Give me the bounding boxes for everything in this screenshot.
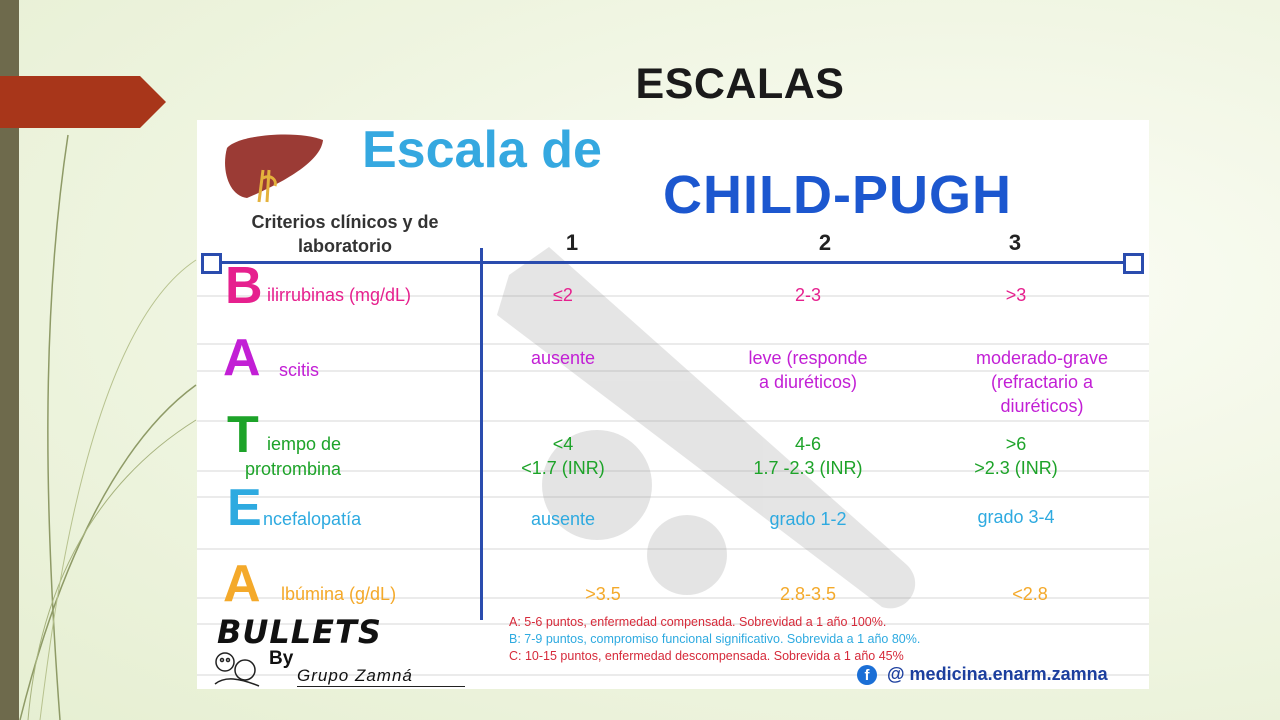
score-legend: A: 5-6 puntos, enfermedad compensada. So… — [509, 614, 1069, 665]
accent-arrow — [0, 76, 166, 128]
brand-bullets: BULLETS — [217, 613, 382, 651]
facebook-icon: f — [857, 665, 877, 685]
tiempo-3-line2: >2.3 (INR) — [974, 458, 1058, 478]
encefalopatia-2: grado 1-2 — [769, 509, 847, 529]
decorative-curves — [19, 134, 197, 720]
line-end-square-left — [201, 253, 222, 274]
row-letter-b: B — [225, 257, 263, 315]
row-label-encefalopatia: ncefalopatía — [263, 509, 362, 529]
legend-class-c: C: 10-15 puntos, enfermedad descompensad… — [509, 649, 904, 663]
slide-title: ESCALAS — [635, 60, 845, 108]
table-divider — [480, 248, 483, 620]
ascitis-1: ausente — [530, 348, 596, 368]
row-letter-t: T — [227, 406, 259, 464]
tiempo-1: <4 <1.7 (INR) — [493, 432, 633, 480]
row-label-ascitis: scitis — [279, 360, 319, 380]
row-letter-a-ascitis: A — [223, 329, 261, 387]
brand-group: Grupo Zamná — [297, 666, 413, 685]
bilirrubinas-1: ≤2 — [553, 285, 573, 305]
tiempo-2-line1: 4-6 — [794, 434, 821, 454]
heading-escala: Escala de — [362, 121, 602, 179]
tiempo-2: 4-6 1.7 -2.3 (INR) — [718, 432, 898, 480]
row-label-albumina: lbúmina (g/dL) — [281, 584, 397, 604]
ascitis-3-line2: (refractario a — [990, 372, 1094, 392]
ascitis-3-line1: moderado-grave — [975, 348, 1109, 368]
line-end-square-right — [1123, 253, 1144, 274]
tiempo-1-line2: <1.7 (INR) — [521, 458, 605, 478]
table-header-line — [211, 261, 1132, 264]
ascitis-2: leve (responde a diuréticos) — [708, 346, 908, 394]
mascot-icon — [214, 652, 260, 687]
liver-icon — [225, 134, 323, 203]
legend-class-b: B: 7-9 puntos, compromiso funcional sign… — [509, 632, 921, 646]
row-letter-e: E — [227, 479, 262, 537]
tiempo-3-line1: >6 — [1005, 434, 1027, 454]
watermark-icon — [497, 247, 916, 609]
ascitis-3-line3: diuréticos) — [1000, 396, 1084, 416]
column-header-1: 1 — [565, 230, 579, 255]
row-label-protrombina: protrombina — [245, 459, 342, 479]
row-letter-a-albumina: A — [223, 555, 261, 613]
column-header-3: 3 — [1008, 230, 1022, 255]
tiempo-3: >6 >2.3 (INR) — [956, 432, 1076, 480]
child-pugh-infographic: Escala de CHILD-PUGH Criterios clínicos … — [197, 120, 1149, 689]
row-label-tiempo: iempo de — [267, 434, 342, 454]
ascitis-2-line1: leve (responde — [748, 348, 868, 368]
facebook-handle: @ medicina.enarm.zamna — [887, 664, 1108, 684]
row-label-bilirrubinas: ilirrubinas (mg/dL) — [267, 285, 412, 305]
bilirrubinas-2: 2-3 — [794, 285, 821, 305]
encefalopatia-3: grado 3-4 — [977, 507, 1055, 527]
brand-underline — [297, 686, 465, 687]
criteria-header-line1: Criterios clínicos y de — [251, 212, 439, 232]
ascitis-3: moderado-grave (refractario a diuréticos… — [942, 346, 1142, 418]
tiempo-1-line1: <4 — [552, 434, 574, 454]
column-header-2: 2 — [818, 230, 832, 255]
albumina-2: 2.8-3.5 — [779, 584, 837, 604]
slide-left-bar — [0, 0, 19, 720]
legend-class-a: A: 5-6 puntos, enfermedad compensada. So… — [509, 615, 887, 629]
albumina-1: >3.5 — [585, 584, 621, 604]
bilirrubinas-3: >3 — [1005, 285, 1027, 305]
ascitis-2-line2: a diuréticos) — [758, 372, 858, 392]
encefalopatia-1: ausente — [530, 509, 596, 529]
tiempo-2-line2: 1.7 -2.3 (INR) — [753, 458, 863, 478]
criteria-header: Criterios clínicos y de laboratorio — [215, 210, 475, 258]
criteria-header-line2: laboratorio — [297, 236, 392, 256]
brand-by: By — [269, 648, 294, 669]
heading-child-pugh: CHILD-PUGH — [663, 165, 1012, 225]
albumina-3: <2.8 — [1012, 584, 1048, 604]
